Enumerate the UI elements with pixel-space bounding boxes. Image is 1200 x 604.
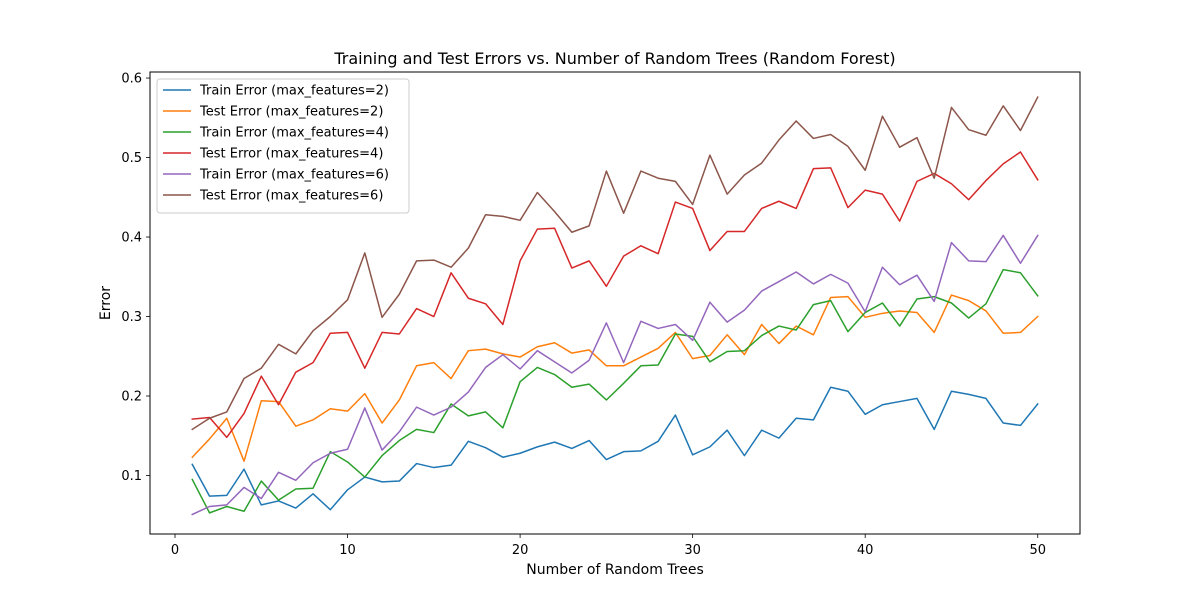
x-tick-label: 30 xyxy=(684,543,701,558)
series-line-4 xyxy=(191,234,1039,516)
x-tick-label: 40 xyxy=(857,543,874,558)
y-tick-label: 0.6 xyxy=(121,72,142,87)
y-axis-label: Error xyxy=(98,286,114,320)
series-line-1 xyxy=(191,294,1039,462)
y-axis: 0.1 0.2 0.3 0.4 0.5 0.6 xyxy=(121,72,150,484)
x-axis: 0 10 20 30 40 50 xyxy=(171,534,1046,558)
y-tick-label: 0.2 xyxy=(121,390,142,405)
legend-label-0: Train Error (max_features=2) xyxy=(199,84,389,99)
plot-frame xyxy=(149,71,1081,535)
legend-label-1: Test Error (max_features=2) xyxy=(199,105,383,120)
y-tick-label: 0.5 xyxy=(121,151,142,166)
y-tick-label: 0.4 xyxy=(121,231,142,246)
y-tick-label: 0.3 xyxy=(121,310,142,325)
x-axis-label: Number of Random Trees xyxy=(526,562,704,578)
x-tick-label: 20 xyxy=(512,543,529,558)
series-line-0 xyxy=(191,386,1039,511)
legend-box xyxy=(156,78,410,214)
legend-label-2: Train Error (max_features=4) xyxy=(199,126,389,141)
x-tick-label: 10 xyxy=(339,543,356,558)
legend-label-3: Test Error (max_features=4) xyxy=(199,147,383,162)
legend: Train Error (max_features=2) Test Error (… xyxy=(156,78,410,214)
chart-title: Training and Test Errors vs. Number of R… xyxy=(333,49,895,68)
series-line-2 xyxy=(191,268,1039,514)
series-line-5 xyxy=(191,96,1039,431)
y-tick-label: 0.1 xyxy=(121,469,142,484)
series-line-3 xyxy=(191,151,1039,439)
series-layer xyxy=(191,96,1039,516)
x-tick-label: 0 xyxy=(171,543,179,558)
legend-label-4: Train Error (max_features=6) xyxy=(199,168,389,183)
legend-label-5: Test Error (max_features=6) xyxy=(199,189,383,204)
x-tick-label: 50 xyxy=(1029,543,1046,558)
